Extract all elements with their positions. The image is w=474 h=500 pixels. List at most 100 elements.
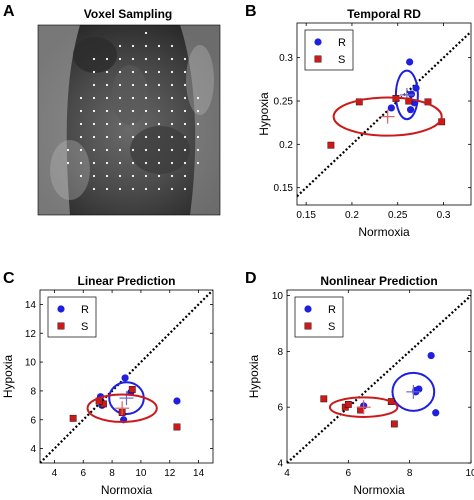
voxel-dot: [183, 83, 187, 87]
voxel-dot: [183, 161, 187, 165]
voxel-dot: [196, 148, 200, 152]
voxel-dot: [118, 187, 122, 191]
voxel-dot: [118, 109, 122, 113]
ellipse-S: [332, 96, 443, 137]
legend-label-S: S: [338, 54, 345, 66]
x-tick-label: 0.3: [437, 210, 451, 221]
voxel-dot: [131, 96, 135, 100]
voxel-dot: [92, 174, 96, 178]
voxel-dot: [131, 148, 135, 152]
voxel-dot: [92, 148, 96, 152]
ellipse-S: [86, 393, 158, 423]
voxel-dot: [92, 161, 96, 165]
x-tick-label: 4: [52, 468, 58, 479]
voxel-dot: [170, 70, 174, 74]
panel-letter-c: C: [3, 270, 15, 287]
voxel-dot: [105, 148, 109, 152]
data-point-R: [406, 106, 415, 114]
data-point-S: [390, 420, 398, 428]
voxel-dot: [105, 96, 109, 100]
voxel-dot: [79, 122, 83, 126]
panel-d: D Nonlinear Prediction 4 6 8 10 4 6 8 10 Normoxia H…: [245, 270, 474, 497]
voxel-dot: [144, 135, 148, 139]
chart-title: Temporal RD: [347, 7, 421, 21]
x-tick-label: 0.25: [388, 210, 408, 221]
data-point-R: [173, 397, 181, 405]
data-point-R: [387, 104, 395, 112]
legend-marker-S: [314, 55, 322, 63]
mri-image: [38, 25, 220, 215]
legend-label-S: S: [81, 321, 88, 333]
voxel-dot: [118, 135, 122, 139]
legend-label-R: R: [81, 304, 89, 316]
ellipse-R: [391, 371, 436, 412]
voxel-dot: [144, 148, 148, 152]
voxel-dot: [79, 148, 83, 152]
voxel-dot: [157, 44, 161, 48]
voxel-dot: [157, 70, 161, 74]
voxel-dot: [131, 57, 135, 61]
voxel-dot: [92, 83, 96, 87]
legend-box: [47, 296, 97, 338]
legend-marker-R: [314, 38, 322, 46]
voxel-dot: [196, 135, 200, 139]
legend: RS: [304, 29, 354, 71]
voxel-dot: [105, 70, 109, 74]
y-axis-label: Hypoxia: [257, 92, 271, 136]
voxel-dot: [131, 109, 135, 113]
voxel-dot: [144, 122, 148, 126]
voxel-dot: [183, 187, 187, 191]
x-tick-label: 0.15: [296, 210, 316, 221]
voxel-dot: [144, 174, 148, 178]
voxel-dot: [183, 96, 187, 100]
data-point-R: [121, 374, 129, 382]
voxel-dot: [144, 109, 148, 113]
x-axis-label: Normoxia: [358, 225, 410, 239]
voxel-dot: [118, 96, 122, 100]
data-point-S: [327, 141, 335, 149]
voxel-dot: [183, 109, 187, 113]
voxel-dot: [144, 83, 148, 87]
voxel-dot: [118, 122, 122, 126]
voxel-dot: [118, 83, 122, 87]
voxel-dot: [118, 57, 122, 61]
chart-title: Linear Prediction: [77, 274, 175, 288]
axes-box: [39, 289, 214, 464]
legend: RS: [294, 296, 344, 338]
voxel-dot: [170, 135, 174, 139]
x-tick-label: 0.2: [345, 210, 359, 221]
voxel-dot: [170, 83, 174, 87]
y-tick-label: 0.15: [274, 183, 294, 194]
chart-title: Nonlinear Prediction: [320, 274, 437, 288]
voxel-dot: [79, 135, 83, 139]
voxel-dot: [92, 96, 96, 100]
voxel-dot: [183, 148, 187, 152]
x-tick-label: 4: [284, 468, 290, 479]
data-point-S: [128, 386, 136, 393]
voxel-dot: [79, 161, 83, 165]
voxel-dot: [157, 57, 161, 61]
legend-marker-S: [57, 322, 65, 330]
voxel-dot: [144, 187, 148, 191]
voxel-dot: [118, 148, 122, 152]
data-point-R: [432, 409, 440, 417]
y-tick-label: 10: [272, 291, 284, 302]
data-point-R: [406, 58, 414, 66]
voxel-dot: [79, 96, 83, 100]
x-tick-label: 14: [193, 468, 205, 479]
voxel-dot: [144, 31, 148, 35]
voxel-dot: [144, 96, 148, 100]
legend-box: [304, 29, 354, 71]
voxel-dot: [170, 122, 174, 126]
voxel-dot: [183, 174, 187, 178]
voxel-dot: [131, 122, 135, 126]
y-tick-label: 12: [25, 329, 37, 340]
voxel-dot: [79, 174, 83, 178]
voxel-dot: [183, 135, 187, 139]
voxel-dot: [131, 70, 135, 74]
series-S: [320, 395, 399, 428]
voxel-dot: [92, 57, 96, 61]
voxel-dot: [183, 122, 187, 126]
data-point-R: [407, 90, 416, 98]
data-point-S: [320, 395, 328, 403]
